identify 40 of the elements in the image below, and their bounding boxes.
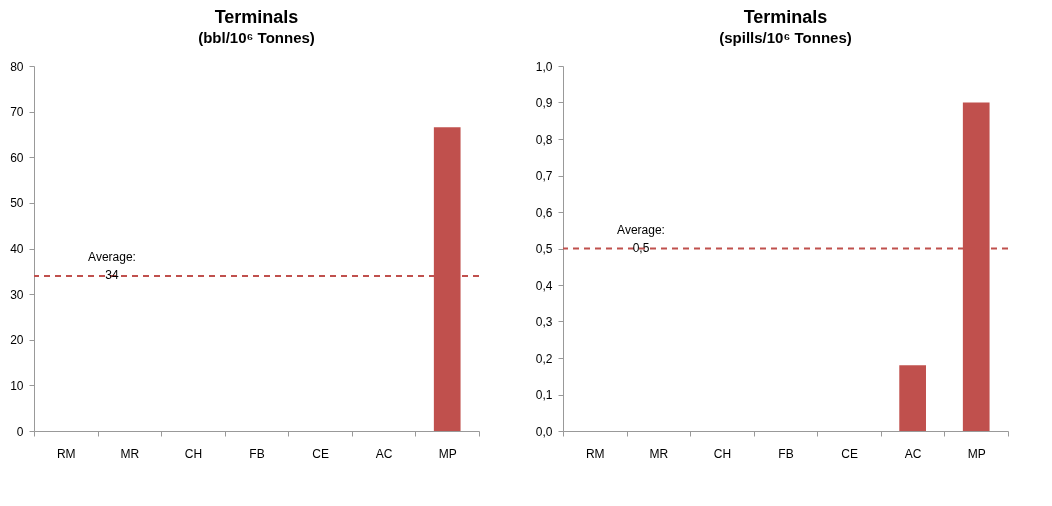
y-tick-label: 30 [10,287,24,302]
x-tick-label: FB [778,446,794,461]
ref-line-label: Average: 0,5 [617,222,665,255]
y-tick-label: 0,1 [535,388,553,402]
x-tick-label: RM [56,446,76,461]
x-tick-label: CH [713,446,732,461]
y-tick-label: 0,2 [535,351,553,366]
chart-title: Terminals [743,7,828,27]
chart-subtitle: (bbl/10⁶ Tonnes) [198,29,315,46]
y-tick-label: 0,7 [535,169,553,183]
x-tick-label: RM [585,446,605,461]
y-tick-label: 20 [10,333,24,348]
chart-title: Terminals [214,7,299,27]
x-tick-label: CE [312,446,329,461]
ref-line-label: Average: 34 [88,249,136,282]
x-tick-label: FB [249,446,265,461]
y-tick-label: 40 [10,242,24,256]
y-tick-label: 0,3 [535,315,553,329]
y-tick-label: 0,9 [535,96,553,110]
y-tick-label: 10 [10,378,24,393]
y-tick-label: 50 [10,196,24,211]
x-tick-label: MR [120,446,140,461]
x-tick-label: CH [184,446,203,461]
x-tick-label: MP [967,446,986,461]
y-tick-label: 80 [10,59,24,74]
y-tick-label: 0,8 [535,132,553,147]
y-tick-label: 0,5 [535,242,553,256]
x-tick-label: AC [904,446,922,461]
x-tick-label: MP [438,446,457,461]
y-tick-label: 0,4 [535,278,553,293]
y-tick-label: 0,0 [535,424,553,439]
y-tick-label: 0 [16,424,24,439]
chart-subtitle: (spills/10⁶ Tonnes) [719,29,852,46]
y-tick-label: 0,6 [535,205,553,220]
x-tick-label: CE [841,446,858,461]
x-tick-label: MR [649,446,669,461]
y-tick-label: 60 [10,150,24,165]
x-tick-label: AC [375,446,393,461]
y-tick-label: 1,0 [535,59,553,74]
y-tick-label: 70 [10,105,24,120]
